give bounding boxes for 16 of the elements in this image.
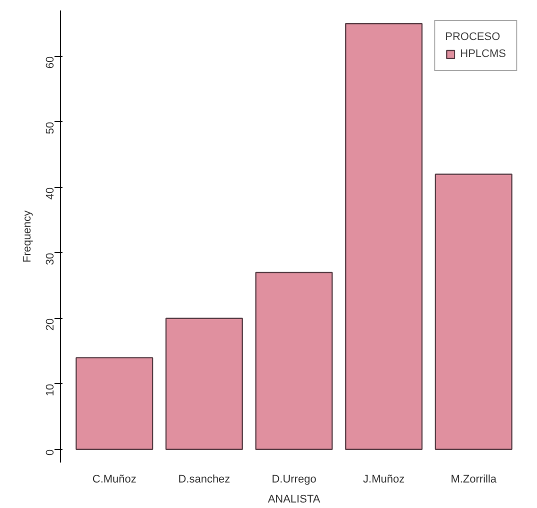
x-tick-label: C.Muñoz (92, 474, 136, 486)
y-tick-label: 0 (44, 449, 56, 456)
x-axis-title: ANALISTA (268, 494, 321, 506)
x-tick-label: M.Zorrilla (450, 474, 498, 486)
y-tick-label: 50 (44, 122, 56, 134)
x-tick-label: J.Muñoz (363, 474, 405, 486)
legend-title: PROCESO (445, 31, 502, 43)
y-tick-label: 10 (44, 384, 56, 396)
y-tick-label: 20 (44, 318, 56, 331)
y-axis-title: Frequency (22, 210, 34, 262)
y-tick-label: 30 (44, 252, 56, 266)
x-tick-label: D.sanchez (178, 474, 230, 486)
x-tick-label: D.Urrego (272, 474, 316, 486)
legend-label: HPLCMS (460, 48, 506, 60)
y-tick-label: 40 (44, 187, 56, 200)
y-tick-label: 60 (44, 56, 56, 69)
